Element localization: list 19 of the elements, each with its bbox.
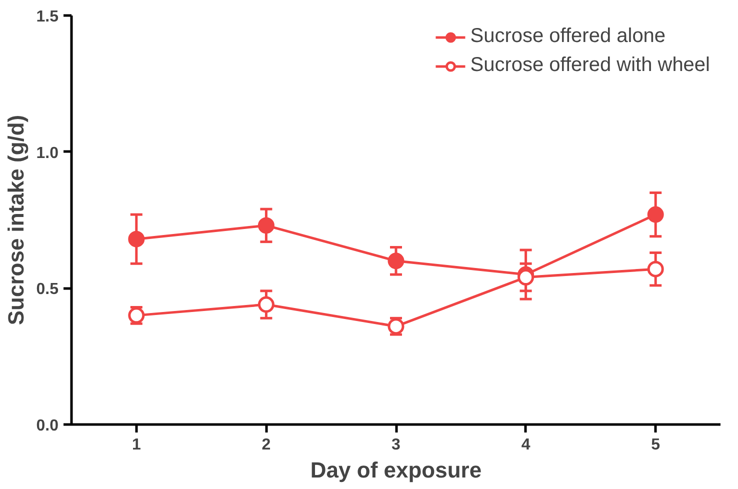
x-tick-label: 4 — [521, 436, 530, 454]
x-axis-title: Day of exposure — [310, 458, 482, 482]
legend-label: Sucrose offered alone — [470, 25, 666, 48]
point — [647, 206, 664, 223]
y-tick-label: 1.0 — [36, 144, 59, 162]
x-tick-label: 2 — [262, 436, 271, 454]
point — [647, 260, 664, 278]
x-tick-label: 5 — [651, 436, 660, 454]
point — [128, 230, 145, 248]
point — [258, 296, 274, 313]
y-tick-label: 0.5 — [36, 281, 59, 298]
y-tick-label: 0.0 — [36, 418, 59, 434]
y-tick-label: 1.5 — [36, 8, 59, 26]
x-tick-label: 1 — [132, 436, 141, 454]
y-axis-title: Sucrose intake (g/d) — [3, 114, 28, 326]
legend-label: Sucrose offered with wheel — [470, 54, 710, 77]
x-tick-label: 3 — [392, 436, 401, 454]
point — [388, 252, 404, 270]
point — [258, 217, 274, 234]
